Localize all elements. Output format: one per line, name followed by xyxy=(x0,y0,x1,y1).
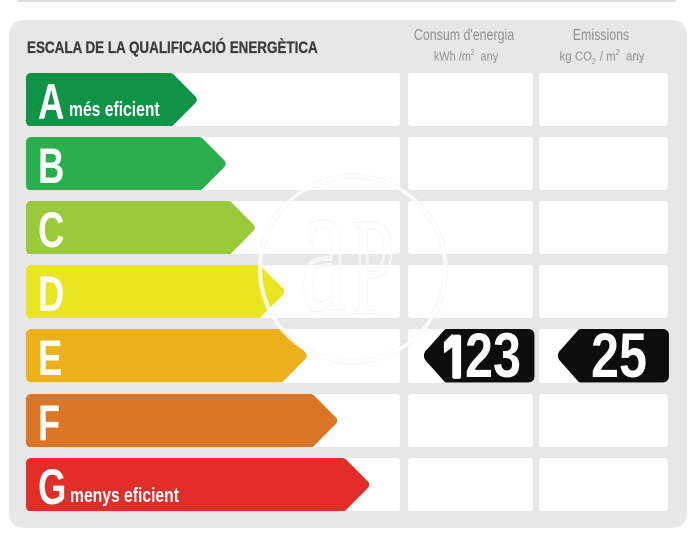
svg-text:a: a xyxy=(300,138,348,351)
svg-text:P: P xyxy=(351,189,395,344)
svg-text:a: a xyxy=(300,138,348,351)
svg-text:P: P xyxy=(351,189,395,344)
